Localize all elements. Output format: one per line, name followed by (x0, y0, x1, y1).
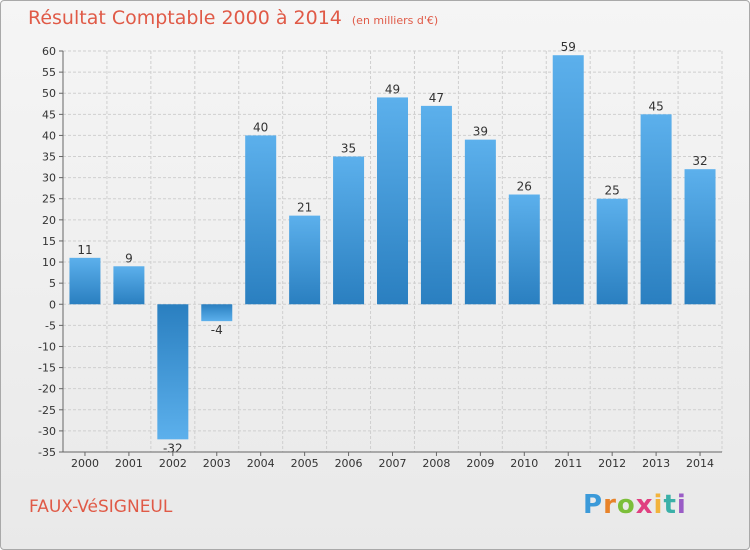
axis-layer: 605550454035302520151050-5-10-15-20-25-3… (38, 45, 722, 470)
logo-letter: i (676, 490, 687, 520)
y-tick-label: 55 (42, 66, 56, 79)
data-label-2012: 25 (605, 184, 620, 198)
y-tick-label: 45 (42, 108, 56, 121)
bar-2004 (245, 135, 277, 305)
data-label-2011: 59 (561, 40, 576, 54)
x-tick-label-2006: 2006 (335, 457, 363, 470)
y-tick-label: 40 (42, 129, 56, 142)
logo-letter: o (616, 490, 636, 520)
bar-2007 (377, 97, 408, 305)
y-tick-label: 5 (49, 277, 56, 290)
y-tick-label: -10 (38, 340, 56, 353)
x-tick-label-2008: 2008 (422, 457, 450, 470)
data-label-2007: 49 (385, 82, 400, 96)
x-tick-label-2013: 2013 (642, 457, 670, 470)
bar-2005 (289, 215, 321, 305)
y-tick-label: 0 (49, 298, 56, 311)
x-tick-label-2012: 2012 (598, 457, 626, 470)
x-tick-label-2011: 2011 (554, 457, 582, 470)
y-tick-label: 25 (42, 193, 56, 206)
x-tick-label-2003: 2003 (203, 457, 231, 470)
y-tick-label: -20 (38, 383, 56, 396)
x-tick-label-2009: 2009 (466, 457, 494, 470)
logo-letter: t (663, 490, 677, 520)
data-label-2013: 45 (648, 99, 663, 113)
y-tick-label: -30 (38, 425, 56, 438)
y-tick-label: 15 (42, 235, 56, 248)
bar-2009 (464, 139, 496, 305)
x-tick-label-2000: 2000 (71, 457, 99, 470)
bar-2012 (596, 198, 628, 305)
bar-2008 (420, 105, 452, 305)
bar-2014 (684, 169, 716, 305)
logo-letter: i (653, 490, 664, 520)
y-tick-label: -15 (38, 362, 56, 375)
data-label-2006: 35 (341, 142, 356, 156)
bar-2002 (157, 304, 189, 440)
data-label-2009: 39 (473, 125, 488, 139)
y-tick-label: -35 (38, 446, 56, 459)
data-label-2004: 40 (253, 120, 268, 134)
data-label-2008: 47 (429, 91, 444, 105)
logo-letter: x (635, 490, 654, 520)
x-tick-label-2002: 2002 (159, 457, 187, 470)
data-label-2001: 9 (125, 251, 133, 265)
x-tick-label-2001: 2001 (115, 457, 143, 470)
y-tick-label: 10 (42, 256, 56, 269)
chart-title-main: Résultat Comptable 2000 à 2014 (28, 7, 342, 29)
logo-letter: P (583, 490, 604, 520)
bar-2013 (640, 114, 672, 305)
data-label-2005: 21 (297, 201, 312, 215)
y-tick-label: 20 (42, 214, 56, 227)
chart-title: Résultat Comptable 2000 à 2014 (en millie… (28, 7, 438, 29)
bar-2006 (333, 156, 365, 305)
y-tick-label: -25 (38, 404, 56, 417)
bar-2000 (69, 257, 101, 305)
y-tick-label: 35 (42, 151, 56, 164)
x-tick-label-2010: 2010 (510, 457, 538, 470)
bar-2011 (552, 55, 584, 305)
proxiti-logo: Proxiti (583, 490, 687, 520)
bar-2001 (113, 266, 145, 305)
bar-2003 (201, 304, 233, 322)
x-tick-label-2005: 2005 (291, 457, 319, 470)
y-tick-label: -5 (45, 319, 56, 332)
x-tick-label-2004: 2004 (247, 457, 275, 470)
grid-layer (62, 50, 723, 453)
data-label-2014: 32 (692, 154, 707, 168)
data-label-2003: -4 (211, 323, 223, 337)
commune-name: FAUX-VéSIGNEUL (29, 497, 173, 517)
bar-2010 (508, 194, 540, 305)
data-label-2010: 26 (517, 180, 532, 194)
data-label-2000: 11 (77, 243, 92, 257)
y-tick-label: 60 (42, 45, 56, 58)
logo-letter: r (603, 490, 617, 520)
chart-title-unit: (en milliers d'€) (351, 14, 439, 27)
x-tick-label-2007: 2007 (379, 457, 407, 470)
y-tick-label: 30 (42, 172, 56, 185)
y-tick-label: 50 (42, 87, 56, 100)
x-tick-label-2014: 2014 (686, 457, 714, 470)
